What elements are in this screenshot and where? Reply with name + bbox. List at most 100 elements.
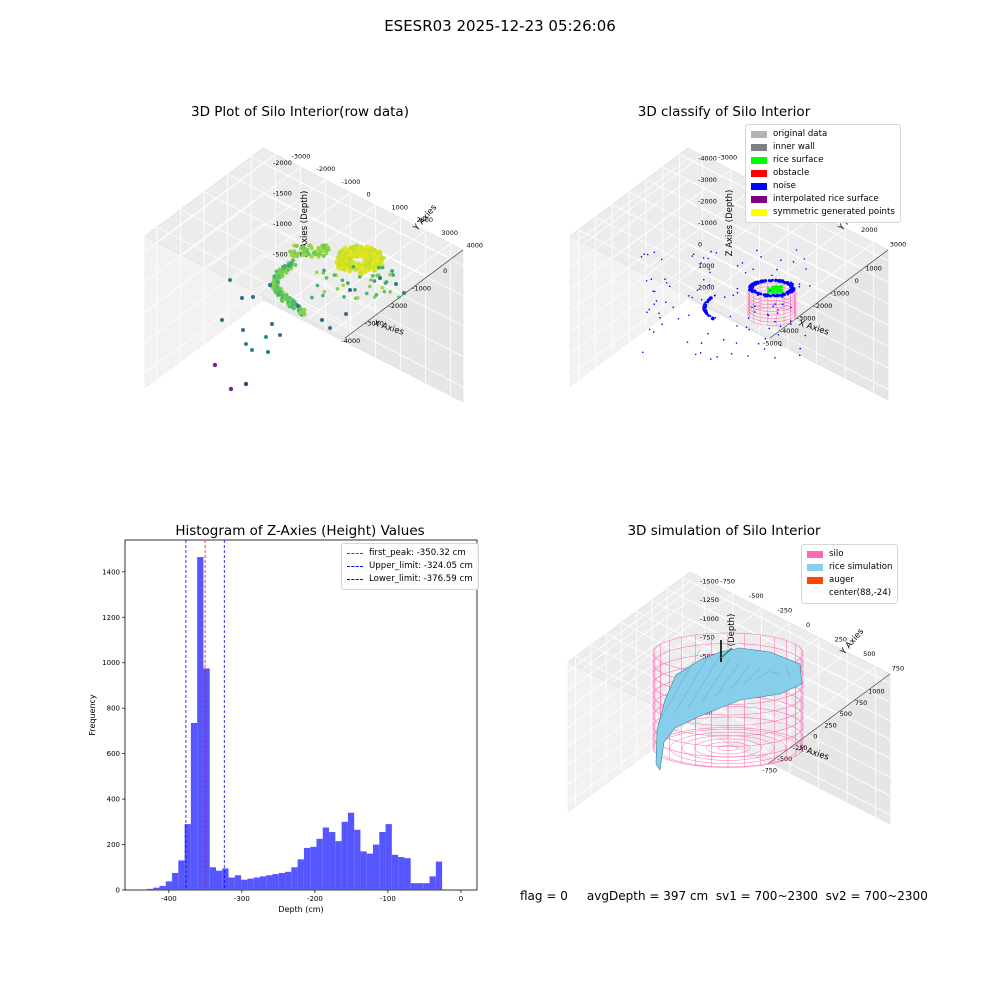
- legend-swatch: [347, 566, 363, 567]
- histogram-bar: [435, 861, 443, 890]
- x-tick-label: 1000: [868, 688, 885, 696]
- noise-point: [751, 283, 754, 286]
- histogram-bar: [165, 881, 173, 890]
- data-point: [370, 274, 375, 278]
- histogram-bar: [222, 868, 229, 890]
- noise-point: [751, 284, 755, 288]
- histogram-bar: [391, 854, 399, 890]
- rice-mesh-line: [687, 655, 721, 709]
- x-tick-label: -250: [793, 744, 808, 752]
- data-point: [345, 261, 351, 267]
- noise-point: [792, 261, 795, 263]
- rice-surface-point: [771, 285, 775, 288]
- noise-point: [702, 278, 705, 281]
- noise-point: [809, 284, 811, 287]
- rice-surface: [655, 647, 803, 771]
- silo-floor-mesh: [669, 732, 787, 764]
- legend-swatch: [807, 577, 823, 584]
- histogram-bar: [347, 812, 355, 890]
- gridline: [156, 226, 357, 330]
- noise-point: [687, 314, 690, 317]
- rice-mesh-line: [743, 667, 761, 685]
- noise-point: [777, 333, 780, 336]
- legend-swatch: [347, 553, 363, 554]
- gridline: [687, 286, 889, 390]
- data-point: [280, 274, 285, 279]
- z-tick-label: -1000: [700, 615, 719, 623]
- data-point: [278, 333, 282, 337]
- x-axis-label: Depth (cm): [278, 905, 323, 914]
- data-point: [360, 252, 365, 258]
- gridline: [180, 209, 381, 312]
- data-point: [296, 304, 300, 308]
- noise-point: [748, 328, 750, 331]
- y-tick-label: 1400: [102, 568, 120, 576]
- noise-point: [755, 283, 757, 286]
- histogram-bar: [379, 832, 386, 890]
- data-point: [298, 310, 304, 315]
- z-tick-label: 1000: [698, 262, 715, 270]
- data-point: [353, 287, 357, 292]
- noise-point: [722, 339, 725, 341]
- simulation-3d-plot: -750-500-25002505007501000-750-500-25002…: [567, 571, 904, 825]
- plot-frame: [124, 539, 478, 891]
- data-point: [377, 265, 381, 270]
- noise-point: [716, 356, 719, 358]
- gridline: [687, 201, 889, 304]
- rice-mesh-line: [729, 664, 751, 691]
- noise-point: [702, 257, 705, 259]
- legend-swatch: [751, 144, 767, 151]
- data-point: [382, 289, 387, 294]
- noise-point: [736, 291, 739, 294]
- noise-point: [760, 256, 762, 258]
- legend-item: symmetric generated points: [751, 206, 895, 219]
- noise-point: [691, 255, 694, 257]
- data-point: [322, 289, 327, 294]
- data-point: [344, 312, 348, 316]
- histogram-bar: [423, 883, 430, 890]
- noise-point: [648, 308, 650, 311]
- noise-point: [710, 250, 712, 253]
- noise-point: [709, 271, 711, 274]
- data-point: [369, 278, 373, 282]
- data-point: [390, 269, 394, 273]
- noise-point: [652, 290, 654, 293]
- histogram-bar: [241, 879, 248, 890]
- x-tick-label: 0: [443, 267, 447, 275]
- legend-label: noise: [773, 181, 796, 191]
- histogram-bar: [373, 844, 380, 890]
- noise-point: [708, 268, 711, 270]
- simulation-mesh: [652, 632, 804, 771]
- data-point: [324, 276, 329, 280]
- legend-swatch: [751, 157, 767, 164]
- histogram-bar: [272, 874, 279, 890]
- data-point: [379, 256, 384, 262]
- data-point: [322, 268, 326, 273]
- noise-point: [712, 316, 715, 319]
- rice-surface-point: [767, 291, 770, 294]
- histogram-bar: [146, 888, 154, 890]
- data-point: [348, 288, 352, 292]
- histogram-bar: [278, 872, 286, 890]
- data-point: [321, 253, 326, 258]
- noise-point: [752, 289, 756, 293]
- noise-point: [774, 278, 778, 282]
- gridline: [582, 578, 705, 670]
- data-point: [347, 268, 353, 274]
- noise-point: [799, 347, 802, 350]
- data-point: [317, 252, 322, 257]
- noise-point: [765, 293, 769, 297]
- data-point: [314, 270, 319, 275]
- data-point: [337, 262, 342, 267]
- noise-point: [706, 301, 709, 304]
- y-tick-label: 600: [107, 750, 120, 758]
- histogram-bar: [398, 857, 405, 890]
- noise-point: [736, 264, 739, 267]
- legend-label: Lower_limit: -376.59 cm: [369, 574, 473, 584]
- data-point: [374, 258, 379, 263]
- legend-item: interpolated rice surface: [751, 193, 895, 206]
- y-tick-label: -250: [777, 606, 792, 614]
- rice-mesh-line: [771, 671, 781, 675]
- gridline: [687, 244, 889, 347]
- data-point: [367, 284, 372, 289]
